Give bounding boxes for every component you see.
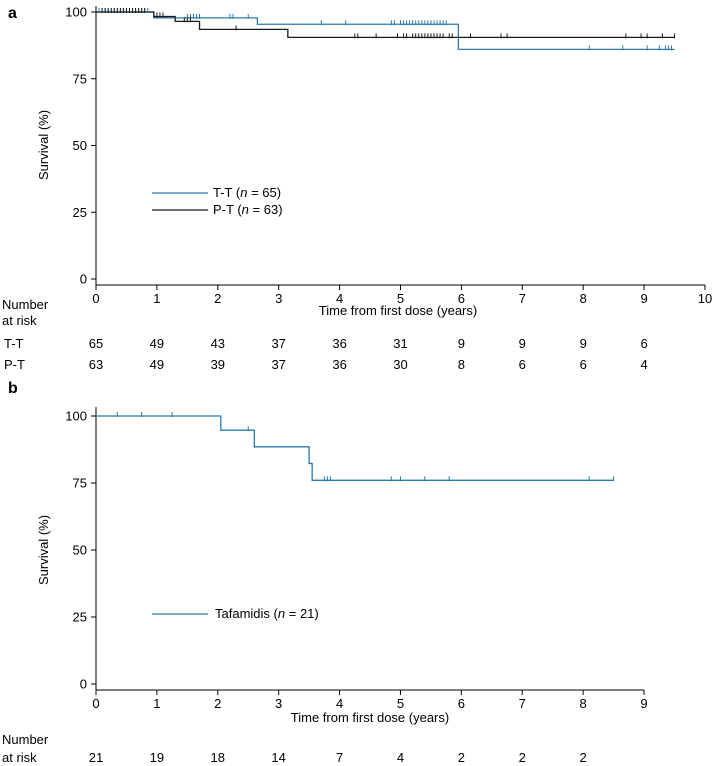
at-risk-value: 2 [519,750,526,765]
at-risk-value: 2 [458,750,465,765]
at-risk-value: 18 [211,750,225,765]
y-tick-label: 0 [80,677,87,692]
at-risk-value: 36 [332,336,346,351]
at-risk-group-p-t: P-T [4,357,25,372]
at-risk-label-line2: at risk [2,750,37,765]
at-risk-value: 9 [580,336,587,351]
x-tick-label: 9 [640,291,647,306]
at-risk-value: 14 [271,750,285,765]
x-tick-label: 6 [458,291,465,306]
x-tick-label: 3 [275,696,282,711]
at-risk-value: 36 [332,357,346,372]
at-risk-value: 6 [580,357,587,372]
panel-a: a Survival (%) 0 25 50 75 100 0 1 2 3 4 5 6 7 8 9 10 T… [2,5,712,373]
y-tick-label: 75 [73,476,87,491]
x-tick-label: 9 [640,696,647,711]
at-risk-value: 63 [89,357,103,372]
at-risk-label-line1: Number [2,297,49,312]
at-risk-value: 7 [336,750,343,765]
x-tick-label: 5 [397,291,404,306]
panel-a-legend: T-T (n = 65) P-T (n = 63) [152,185,283,217]
x-tick-label: 10 [698,291,712,306]
x-tick-label: 7 [519,696,526,711]
y-tick-label: 25 [73,205,87,220]
at-risk-value: 19 [150,750,164,765]
x-tick-label: 4 [336,696,343,711]
panel-b-y-axis-title: Survival (%) [36,515,51,585]
x-tick-label: 3 [275,291,282,306]
at-risk-value: 37 [271,357,285,372]
at-risk-group-t-t: T-T [4,336,24,351]
at-risk-value: 37 [271,336,285,351]
panel-a-at-risk-table: Number at risk T-T P-T 65 49 43 37 36 31 9 9 9 6 6… [2,297,648,372]
y-tick-label: 100 [65,5,87,20]
x-tick-label: 4 [336,291,343,306]
at-risk-value: 49 [150,336,164,351]
at-risk-value: 39 [211,357,225,372]
panel-a-x-axis-title: Time from first dose (years) [319,303,477,318]
x-tick-label: 2 [214,291,221,306]
at-risk-value: 8 [458,357,465,372]
panel-b: b Survival (%) 0 25 50 75 100 0 1 2 3 4 5 6 7 8 9 Tim… [2,380,648,765]
x-tick-label: 1 [153,696,160,711]
legend-label-p-t: P-T (n = 63) [213,202,283,217]
x-tick-label: 1 [153,291,160,306]
y-tick-label: 50 [73,543,87,558]
at-risk-value: 6 [640,336,647,351]
x-tick-label: 5 [397,696,404,711]
at-risk-value: 9 [519,336,526,351]
y-tick-label: 75 [73,71,87,86]
at-risk-value: 9 [458,336,465,351]
at-risk-value: 4 [397,750,404,765]
at-risk-value: 6 [519,357,526,372]
x-tick-label: 2 [214,696,221,711]
x-tick-label: 8 [579,696,586,711]
panel-b-x-axis-title: Time from first dose (years) [291,710,449,725]
survival-curve-t-t [96,11,675,51]
at-risk-value: 49 [150,357,164,372]
y-tick-label: 50 [73,138,87,153]
at-risk-label-line2: at risk [2,313,37,328]
at-risk-value: 21 [89,750,103,765]
x-tick-label: 0 [92,291,99,306]
x-tick-label: 6 [458,696,465,711]
at-risk-value: 43 [211,336,225,351]
y-tick-label: 0 [80,272,87,287]
x-tick-label: 7 [519,291,526,306]
legend-label-tafamidis: Tafamidis (n = 21) [215,606,319,621]
at-risk-value: 30 [393,357,407,372]
panel-a-y-axis-title: Survival (%) [36,110,51,180]
panel-a-letter: a [8,5,17,22]
at-risk-value: 2 [579,750,586,765]
panel-b-letter: b [8,380,18,397]
at-risk-label-line1: Number [2,732,49,747]
x-tick-label: 0 [92,696,99,711]
panel-b-legend: Tafamidis (n = 21) [152,606,319,621]
y-tick-label: 25 [73,610,87,625]
panel-b-at-risk-table: Number at risk 21 19 18 14 7 4 2 2 2 [2,732,587,765]
at-risk-value: 4 [640,357,647,372]
survival-curve-tafamidis [96,415,614,481]
y-tick-label: 100 [65,409,87,424]
x-tick-label: 8 [580,291,587,306]
at-risk-value: 65 [89,336,103,351]
at-risk-value: 31 [393,336,407,351]
legend-label-t-t: T-T (n = 65) [213,185,281,200]
